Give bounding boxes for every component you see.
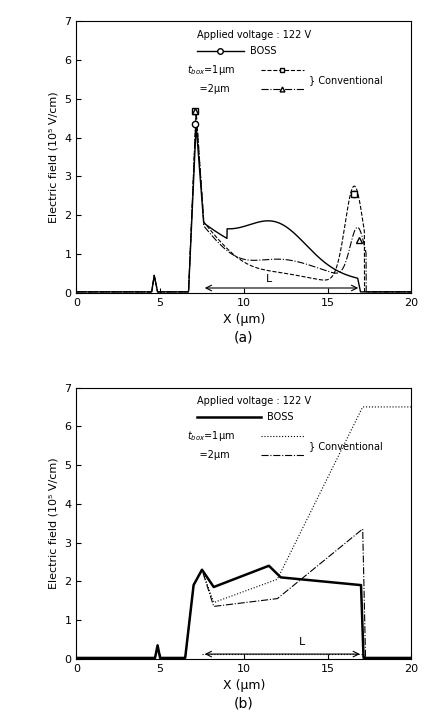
Y-axis label: Electric field (10⁵ V/cm): Electric field (10⁵ V/cm) <box>49 91 59 223</box>
Text: Applied voltage : 122 V: Applied voltage : 122 V <box>197 396 311 406</box>
X-axis label: X (μm): X (μm) <box>223 313 265 326</box>
Text: } Conventional: } Conventional <box>309 74 383 84</box>
Text: Applied voltage : 122 V: Applied voltage : 122 V <box>197 29 311 39</box>
Text: (b): (b) <box>234 697 254 710</box>
Text: $t_{box}$=1μm: $t_{box}$=1μm <box>187 63 235 77</box>
Text: } Conventional: } Conventional <box>309 441 383 451</box>
Text: (a): (a) <box>234 331 254 344</box>
Text: L: L <box>266 274 272 284</box>
Y-axis label: Electric field (10⁵ V/cm): Electric field (10⁵ V/cm) <box>49 458 59 589</box>
Text: BOSS: BOSS <box>251 47 277 57</box>
Text: =2μm: =2μm <box>187 84 229 95</box>
Text: BOSS: BOSS <box>267 412 294 422</box>
Text: $t_{box}$=1μm: $t_{box}$=1μm <box>187 430 235 443</box>
Text: L: L <box>299 637 306 647</box>
Text: =2μm: =2μm <box>187 450 229 460</box>
X-axis label: X (μm): X (μm) <box>223 679 265 692</box>
